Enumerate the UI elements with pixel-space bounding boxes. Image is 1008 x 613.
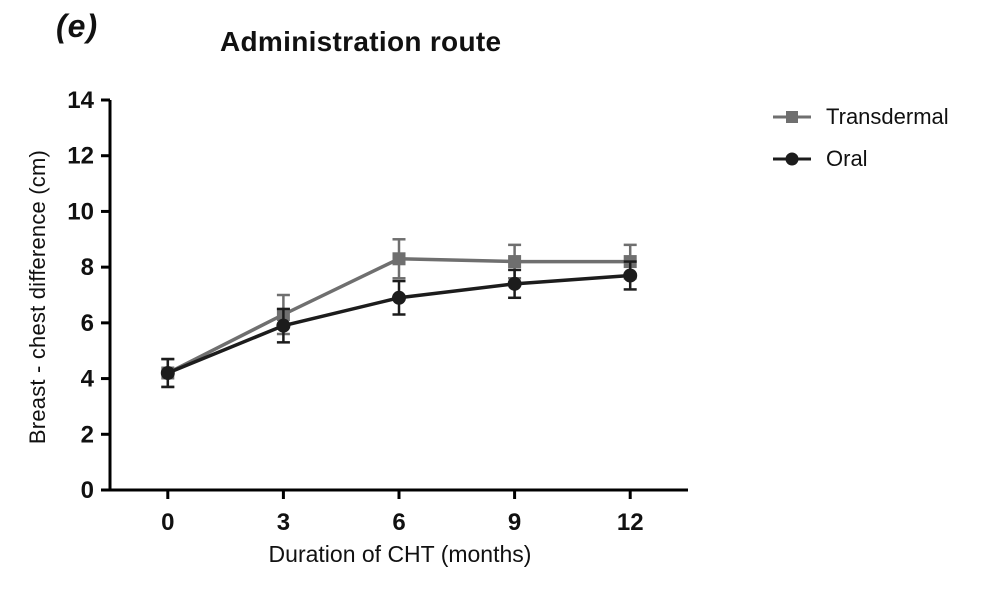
legend-label-transdermal: Transdermal: [826, 104, 949, 129]
circle-marker-icon: [773, 152, 811, 166]
y-tick-label: 6: [81, 310, 94, 337]
square-data-marker: [508, 255, 522, 269]
x-tick-label: 6: [392, 509, 405, 536]
y-tick-label: 12: [67, 143, 94, 170]
series-oral: [160, 260, 638, 389]
y-tick-label: 10: [67, 198, 94, 225]
x-tick-label: 9: [508, 509, 521, 536]
legend-item-oral: Oral: [772, 146, 949, 172]
y-tick-label: 8: [81, 254, 94, 281]
x-axis-label: Duration of CHT (months): [268, 541, 532, 567]
y-axis-label: Breast - chest difference (cm): [25, 149, 50, 445]
x-tick-label: 3: [277, 509, 290, 536]
circle-data-marker: [276, 318, 291, 333]
x-tick-label: 0: [161, 509, 174, 536]
circle-data-marker: [160, 366, 175, 380]
legend-item-transdermal: Transdermal: [772, 104, 949, 130]
x-tick-label: 12: [617, 509, 644, 536]
panel-label: (e): [56, 8, 99, 44]
square-marker-icon: [773, 111, 811, 123]
legend-label-oral: Oral: [826, 146, 868, 171]
circle-data-marker: [507, 276, 522, 291]
legend: Transdermal Oral: [772, 104, 949, 172]
square-data-marker: [392, 252, 406, 266]
y-tick-label: 2: [81, 421, 94, 448]
circle-data-marker: [623, 268, 638, 283]
circle-data-marker: [392, 290, 406, 305]
y-tick-label: 4: [81, 366, 95, 393]
y-tick-label: 0: [81, 477, 94, 504]
y-tick-label: 14: [67, 87, 94, 114]
chart-title: Administration route: [220, 26, 502, 57]
